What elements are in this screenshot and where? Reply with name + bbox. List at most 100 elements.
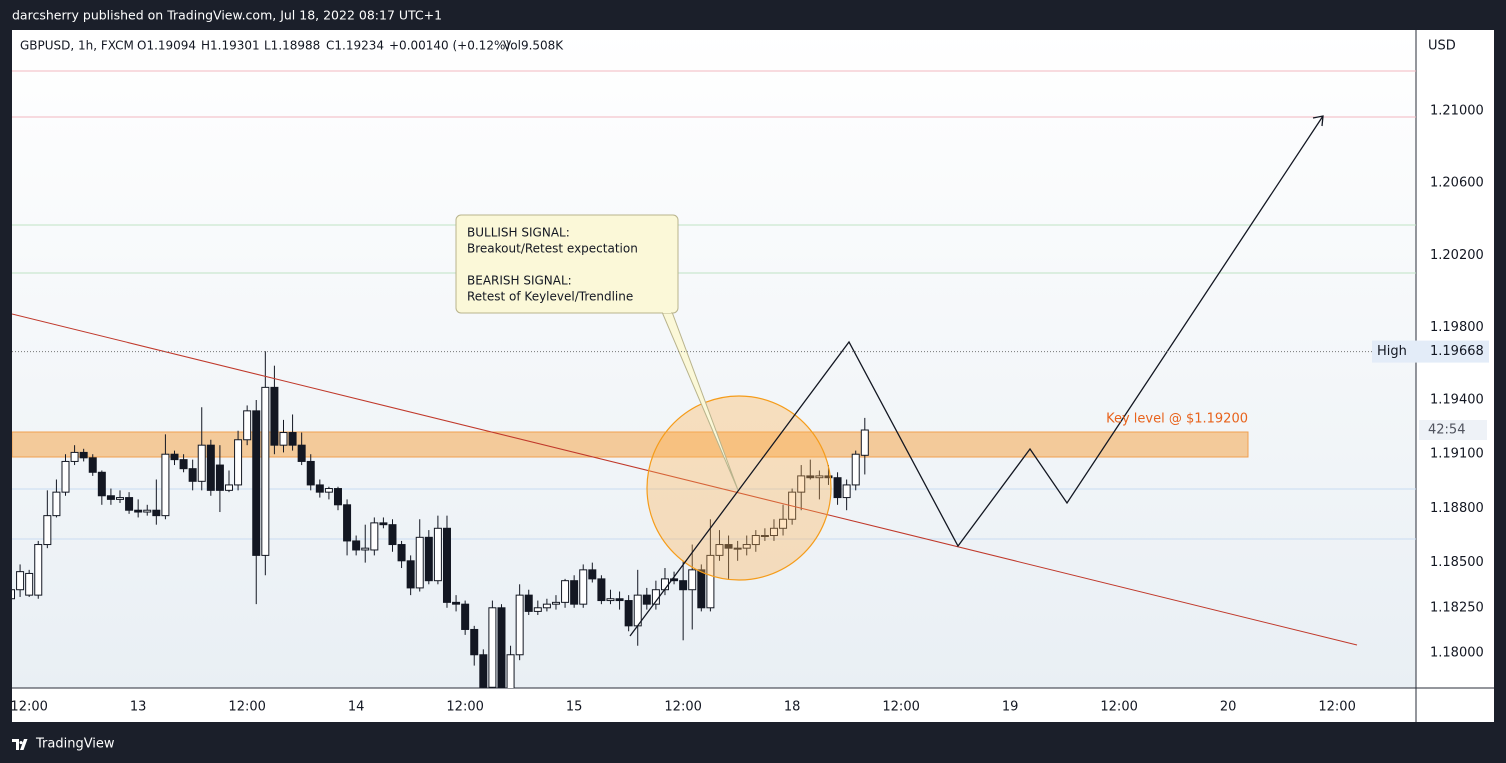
callout-text: Retest of Keylevel/Trendline <box>467 290 633 304</box>
candle-body <box>125 497 134 511</box>
candle-body <box>479 654 488 688</box>
stat: O1.19094 <box>137 39 196 53</box>
candle-body <box>170 453 179 461</box>
candle-body <box>751 535 760 546</box>
drawings <box>12 70 1416 540</box>
candle-body <box>179 459 188 470</box>
stat: +0.00140 (+0.12%) <box>389 39 510 53</box>
candle-body <box>79 451 88 459</box>
currency: USD <box>1428 39 1456 54</box>
high-label: High <box>1377 344 1407 359</box>
candle-body <box>370 522 379 551</box>
x-tick-label: 12:00 <box>10 700 47 715</box>
projection-arrowhead <box>1312 115 1324 127</box>
stat: L1.18988 <box>264 39 320 53</box>
candle-body <box>279 432 288 446</box>
candle-body <box>824 475 833 479</box>
x-tick-label: 12:00 <box>446 700 483 715</box>
candle-body <box>470 628 479 656</box>
candle-body <box>361 547 370 551</box>
key-level-zone <box>12 431 1249 458</box>
candle-body <box>769 527 778 537</box>
candle-body <box>388 524 397 546</box>
candle-body <box>261 386 270 556</box>
overlays <box>12 115 1358 646</box>
candle-body <box>297 444 306 462</box>
candle-body <box>452 601 461 605</box>
candle-body <box>288 432 297 446</box>
candle-body <box>670 578 679 582</box>
candle-body <box>742 544 751 549</box>
high-box <box>1372 340 1489 363</box>
candle-body <box>234 439 243 486</box>
x-tick-label: 12:00 <box>664 700 701 715</box>
high-value: 1.19668 <box>1430 344 1484 359</box>
candle-body <box>25 572 34 596</box>
candle-body <box>679 580 688 591</box>
candle-body <box>497 607 506 688</box>
candle-body <box>797 475 806 493</box>
candle-body <box>324 488 333 493</box>
brand-logo <box>12 739 28 750</box>
stat: H1.19301 <box>201 39 260 53</box>
candle-body <box>115 497 124 500</box>
key-level-label: Key level @ $1.19200 <box>1106 412 1248 427</box>
y-tick-label: 1.18250 <box>1430 600 1484 615</box>
callout-text: Breakout/Retest expectation <box>467 242 638 256</box>
candle-body <box>633 594 642 627</box>
trendline <box>12 313 1358 646</box>
candle-body <box>570 580 579 605</box>
candle-body <box>16 571 25 591</box>
candle-body <box>561 580 570 603</box>
candle-body <box>851 453 860 486</box>
x-tick-label: 14 <box>348 700 365 715</box>
candle-body <box>842 484 851 499</box>
candle-body <box>34 544 43 596</box>
candle-body <box>224 484 233 491</box>
x-tick-label: 12:00 <box>228 700 265 715</box>
y-tick-label: 1.18800 <box>1430 501 1484 516</box>
candles <box>12 351 869 688</box>
y-tick-label: 1.21000 <box>1430 103 1484 118</box>
candle-body <box>134 509 143 513</box>
retest-circle <box>646 395 832 581</box>
candle-body <box>106 495 115 500</box>
candle-body <box>252 410 261 556</box>
candle-body <box>461 603 470 630</box>
candle-body <box>343 504 352 542</box>
x-tick-label: 12:00 <box>1100 700 1137 715</box>
candle-body <box>779 518 788 529</box>
candle-body <box>579 569 588 605</box>
candle-body <box>197 444 206 482</box>
candle-body <box>188 468 197 482</box>
candle-body <box>533 607 542 612</box>
y-tick-label: 1.19100 <box>1430 447 1484 462</box>
candle-body <box>61 460 70 493</box>
candle-body <box>315 484 324 493</box>
candle-body <box>724 544 733 549</box>
candle-body <box>706 554 715 609</box>
projection-path <box>629 115 1324 637</box>
candle-body <box>397 544 406 562</box>
candle-body <box>243 410 252 441</box>
candle-body <box>43 515 52 546</box>
candle-body <box>12 589 15 600</box>
candle-body <box>306 460 315 486</box>
candle-body <box>697 569 706 609</box>
candle-body <box>733 547 742 550</box>
candle-body <box>215 464 224 491</box>
y-tick-label: 1.18000 <box>1430 645 1484 660</box>
candle-body <box>143 509 152 513</box>
candle-body <box>688 569 697 591</box>
symbol: GBPUSD, 1h, FXCM <box>20 39 134 53</box>
candle-body <box>70 451 79 462</box>
x-tick-label: 12:00 <box>882 700 919 715</box>
candle-body <box>506 654 515 688</box>
stat: C1.19234 <box>326 39 384 53</box>
candle-body <box>433 527 442 582</box>
candle-body <box>551 601 560 605</box>
x-tick-label: 19 <box>1002 700 1019 715</box>
candle-body <box>333 488 342 506</box>
x-tick-label: 15 <box>566 700 583 715</box>
